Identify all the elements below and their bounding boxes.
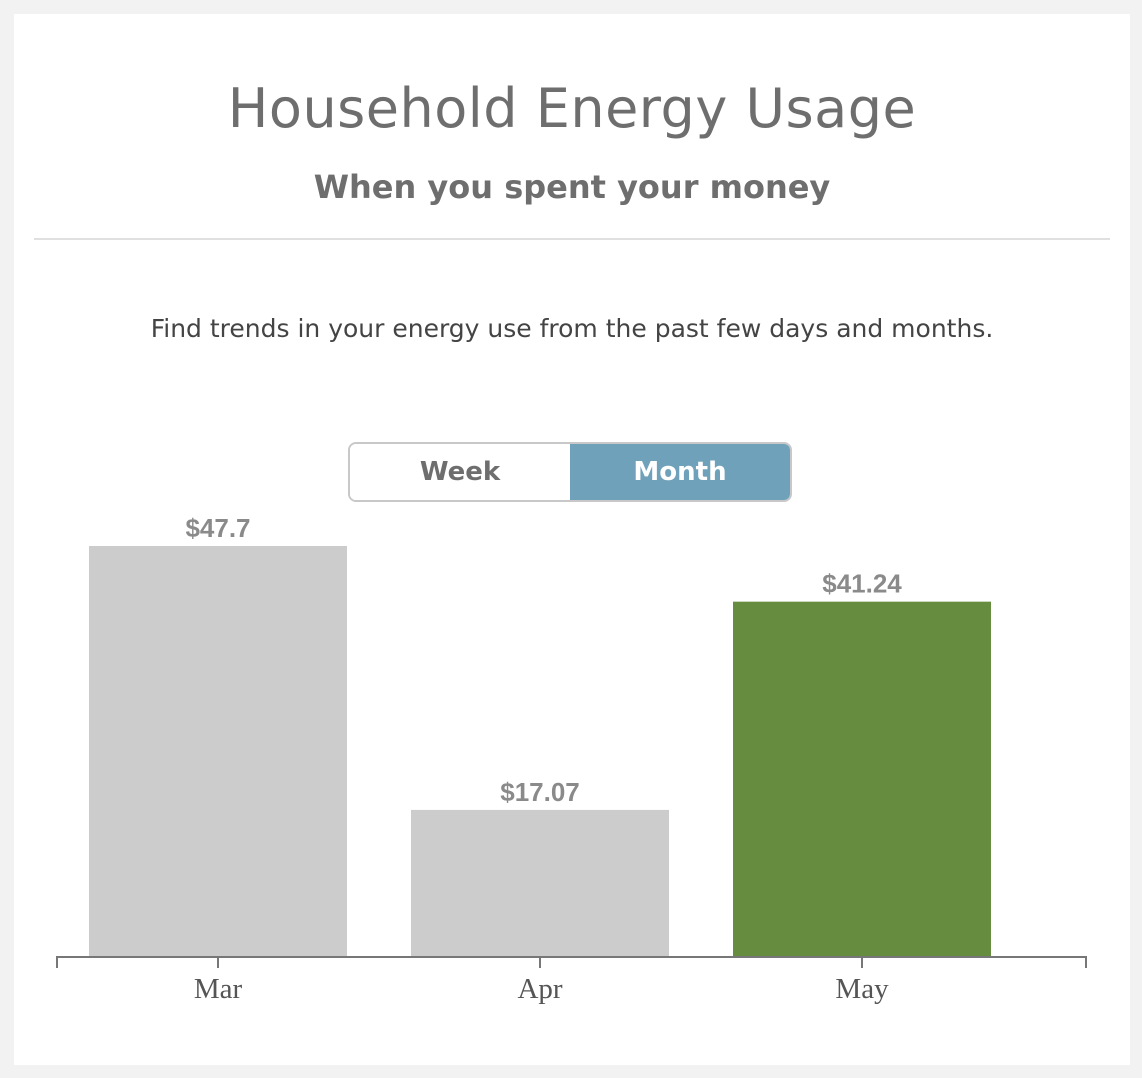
bar-value-label-may: $41.24 [822,569,902,599]
week-toggle-button[interactable]: Week [350,444,570,500]
bars-layer: $47.7 $17.07 $41.24 [89,513,991,957]
x-tick-label-apr: Apr [517,973,562,1005]
bar-mar [89,546,347,957]
bar-apr [411,809,669,957]
x-tick-label-mar: Mar [194,973,243,1005]
x-axis: Mar Apr May [56,956,1087,1005]
usage-card: Household Energy Usage When you spent yo… [14,14,1130,1065]
energy-bar-chart: $47.7 $17.07 $41.24 Mar Apr May [56,513,1087,1005]
bar-value-label-apr: $17.07 [500,777,580,807]
page-subtitle: When you spent your money [313,168,831,206]
month-toggle-button[interactable]: Month [570,444,790,500]
period-toggle: Week Month [348,442,792,502]
header-divider [34,238,1110,240]
x-tick-label-may: May [835,973,889,1005]
chart-description: Find trends in your energy use from the … [150,314,994,343]
bar-may [733,601,991,957]
page-title: Household Energy Usage [227,77,917,140]
bar-value-label-mar: $47.7 [185,513,250,543]
